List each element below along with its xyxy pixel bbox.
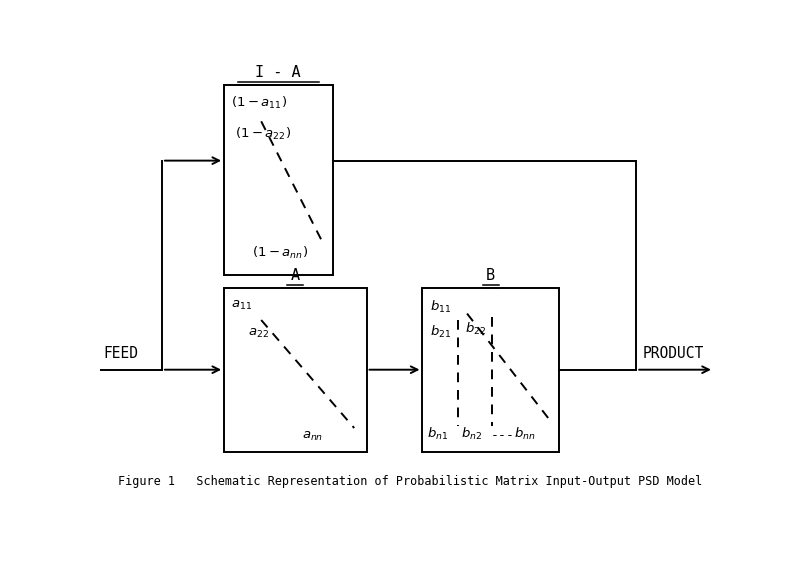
Text: $a_{11}$: $a_{11}$ — [231, 298, 253, 311]
Text: ---: --- — [490, 429, 514, 442]
Text: $a_{nn}$: $a_{nn}$ — [302, 430, 322, 443]
Bar — [422, 288, 558, 452]
Text: $b_{11}$: $b_{11}$ — [430, 298, 451, 315]
Text: $b_{n1}$: $b_{n1}$ — [427, 426, 449, 442]
Text: FEED: FEED — [103, 346, 138, 361]
Text: A: A — [290, 268, 300, 283]
Text: $b_{n2}$: $b_{n2}$ — [462, 426, 482, 442]
Text: $(1-a_{nn})$: $(1-a_{nn})$ — [252, 245, 308, 261]
Text: $b_{22}$: $b_{22}$ — [465, 321, 486, 337]
Text: B: B — [486, 268, 495, 283]
Text: Figure 1   Schematic Representation of Probabilistic Matrix Input-Output PSD Mod: Figure 1 Schematic Representation of Pro… — [118, 476, 702, 489]
Text: I - A: I - A — [255, 65, 301, 80]
Text: $b_{21}$: $b_{21}$ — [430, 324, 451, 341]
Bar — [224, 85, 333, 275]
Text: $a_{22}$: $a_{22}$ — [247, 327, 269, 339]
Bar — [224, 288, 366, 452]
Text: $(1-a_{22})$: $(1-a_{22})$ — [235, 126, 291, 142]
Text: $b_{nn}$: $b_{nn}$ — [514, 426, 536, 442]
Text: PRODUCT: PRODUCT — [642, 346, 704, 361]
Text: $(1-a_{11})$: $(1-a_{11})$ — [231, 95, 287, 112]
